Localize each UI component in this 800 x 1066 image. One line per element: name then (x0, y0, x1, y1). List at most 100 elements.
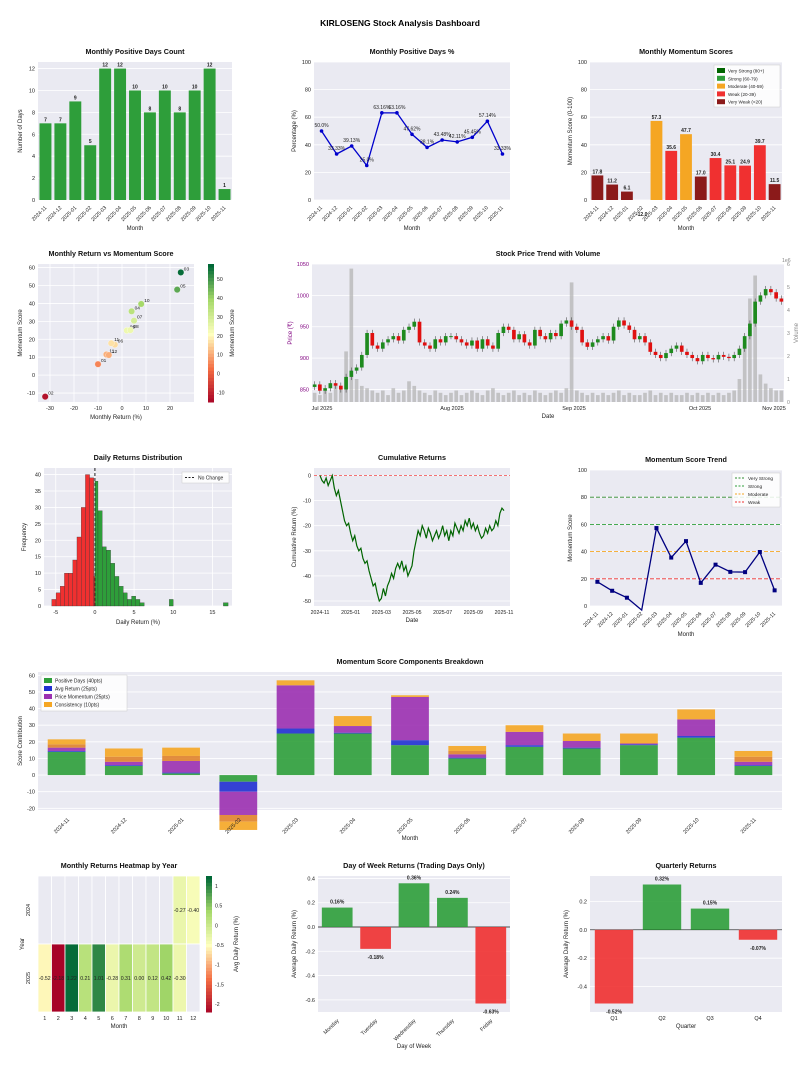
stack-segment (505, 731, 544, 746)
chart-positive-days-pct: 50.0%2024-1133.33%2024-1239.13%2025-0125… (292, 47, 511, 232)
data-point (684, 539, 688, 544)
point-label: 11 (114, 337, 119, 343)
data-label: 33.33% (494, 146, 512, 152)
candle-body (449, 336, 453, 338)
data-label: 45.45% (464, 129, 482, 135)
colorbar-step (206, 903, 212, 908)
volume-bar (569, 282, 574, 402)
y-tick-label: 0.2 (307, 901, 315, 907)
data-label: 12 (117, 63, 123, 69)
colorbar-tick: 50 (217, 277, 223, 283)
data-label: 6.1 (623, 186, 630, 192)
y-axis-label: Average Daily Return (%) (292, 910, 298, 978)
y-tick-label: 100 (578, 60, 587, 66)
volume-bar (643, 392, 647, 402)
candle-body (664, 353, 668, 359)
y-tick-label: 40 (581, 143, 587, 149)
histogram-bin (68, 572, 73, 607)
heatmap-value: -0.28 (106, 976, 118, 982)
volume-bar (417, 390, 422, 402)
bar (129, 90, 141, 200)
colorbar-step (208, 291, 214, 296)
chart-title: Monthly Positive Days % (370, 47, 455, 56)
data-label: -12.0 (636, 212, 648, 218)
colorbar-step (206, 940, 212, 945)
y-tick-label: 80 (581, 495, 587, 501)
colorbar-step (208, 284, 214, 289)
volume-bar (449, 392, 453, 402)
x-axis-label: Month (678, 226, 695, 232)
bar (694, 176, 707, 200)
colorbar-step (208, 329, 214, 334)
volume-bar (380, 390, 385, 402)
heatmap-value: 0.21 (80, 976, 90, 982)
colorbar-step (208, 360, 214, 365)
candle-body (721, 354, 726, 357)
candle-body (501, 326, 506, 333)
bar (594, 929, 634, 1004)
data-point (654, 526, 659, 531)
data-label: 24.9 (740, 160, 750, 166)
y-tick-label: -0.6 (306, 998, 315, 1004)
colorbar-step (206, 947, 212, 952)
volume-bar (548, 392, 553, 402)
volume-bar (564, 388, 569, 402)
y-tick-label: 2024 (26, 904, 32, 916)
candle-body (428, 345, 432, 349)
stack-segment (448, 757, 487, 759)
legend-swatch (717, 68, 725, 73)
volume-bar (533, 390, 537, 402)
data-point (410, 132, 414, 137)
stack-segment (162, 772, 200, 774)
candle-body (333, 383, 338, 386)
x-tick-label: 5 (133, 610, 136, 616)
candle-body (706, 354, 710, 359)
bar (84, 145, 97, 200)
dashboard-title: KIRLOSENG Stock Analysis Dashboard (320, 18, 480, 28)
x-tick-label: -20 (70, 406, 78, 412)
y-tick-label: 12 (29, 67, 35, 73)
colorbar-step (206, 920, 212, 925)
histogram-bin (135, 599, 141, 607)
bar (158, 90, 171, 200)
y-tick-label: 850 (300, 387, 309, 393)
colorbar-step (206, 923, 212, 928)
data-point (485, 119, 490, 123)
colorbar-step (206, 984, 212, 989)
candle-body (763, 289, 768, 296)
scatter-point (94, 360, 102, 368)
y-tick-label: 0.2 (579, 900, 587, 906)
y-tick-label: 20 (305, 170, 311, 176)
volume-bar (459, 395, 464, 402)
colorbar-step (208, 357, 214, 362)
y-tick-label: -40 (303, 574, 311, 580)
candle-body (737, 348, 742, 355)
volume-bar (674, 395, 679, 402)
point-label: 02 (48, 391, 54, 397)
candle-body (732, 354, 737, 359)
volume-bar (475, 392, 480, 402)
chart-title: Stock Price Trend with Volume (496, 249, 601, 258)
scatter-point (127, 326, 134, 334)
x-tick-label: 2 (57, 1016, 60, 1022)
data-label: -0.63% (483, 1010, 499, 1016)
legend-label: Avg Return (25pts) (55, 687, 97, 693)
chart-returns-distribution: -5 0 5 10 15 0 5 10 15 20 25 30 35 40 No Change Daily R… (22, 453, 232, 626)
x-tick-label: 2025-01 (336, 205, 354, 223)
stack-segment (677, 719, 716, 737)
data-point (440, 138, 444, 142)
y-tick-label: 20 (29, 337, 35, 343)
candle-body (769, 289, 773, 293)
y-tick-label: 25 (35, 522, 41, 528)
x-tick-label: Aug 2025 (440, 406, 464, 412)
stack-segment (734, 765, 773, 766)
stack-segment (276, 733, 315, 776)
heatmap-empty-cell (105, 875, 120, 945)
colorbar-step (208, 346, 214, 351)
colorbar: -10 0 10 20 30 40 50 Momentum Score (208, 264, 236, 403)
candle-body (643, 336, 647, 343)
plot-area (314, 468, 510, 606)
volume-bar (658, 392, 663, 402)
chart-momentum-trend: 2024-112024-122025-012025-022025-032025-… (568, 455, 782, 638)
candle-body (548, 333, 553, 340)
